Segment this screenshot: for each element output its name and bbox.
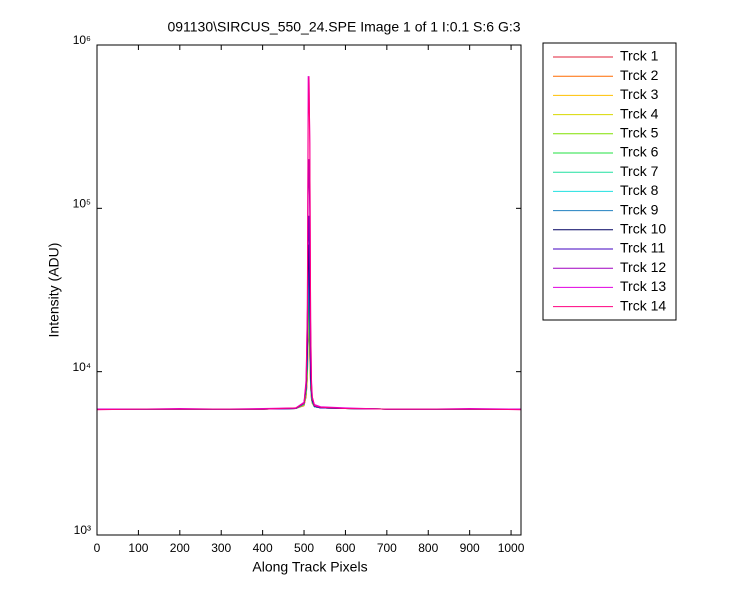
legend-label: Trck 10	[620, 221, 666, 237]
y-tick-label: 10⁶	[73, 33, 91, 47]
legend-label: Trck 14	[620, 297, 666, 313]
plot-area	[97, 76, 521, 411]
y-tick-label: 10⁴	[72, 360, 91, 374]
axes-box	[96, 44, 522, 536]
x-tick-label: 900	[460, 541, 480, 555]
x-tick-label: 300	[211, 541, 231, 555]
legend-label: Trck 6	[620, 144, 659, 160]
legend-label: Trck 9	[620, 201, 659, 217]
legend-label: Trck 5	[620, 125, 659, 141]
y-axis-label: Intensity (ADU)	[46, 243, 62, 338]
legend-label: Trck 11	[620, 240, 665, 256]
series-line	[97, 76, 521, 411]
legend-label: Trck 7	[620, 163, 659, 179]
x-tick-label: 600	[335, 541, 355, 555]
legend-label: Trck 1	[620, 48, 659, 64]
legend-label: Trck 13	[620, 278, 666, 294]
legend-label: Trck 8	[620, 182, 659, 198]
chart-title: 091130\SIRCUS_550_24.SPE Image 1 of 1 I:…	[167, 19, 520, 35]
x-tick-label: 700	[377, 541, 397, 555]
x-tick-label: 500	[294, 541, 314, 555]
legend-label: Trck 4	[620, 105, 659, 121]
legend-label: Trck 2	[620, 67, 659, 83]
legend-label: Trck 3	[620, 86, 659, 102]
y-tick-label: 10⁵	[73, 197, 91, 211]
x-tick-label: 400	[253, 541, 273, 555]
y-tick-label: 10³	[74, 523, 91, 537]
x-tick-label: 200	[170, 541, 190, 555]
x-axis-label: Along Track Pixels	[252, 559, 367, 575]
legend-box	[542, 42, 677, 321]
x-tick-label: 0	[94, 541, 101, 555]
x-tick-label: 100	[128, 541, 148, 555]
x-tick-label: 800	[418, 541, 438, 555]
x-tick-label: 1000	[498, 541, 525, 555]
legend-label: Trck 12	[620, 259, 666, 275]
